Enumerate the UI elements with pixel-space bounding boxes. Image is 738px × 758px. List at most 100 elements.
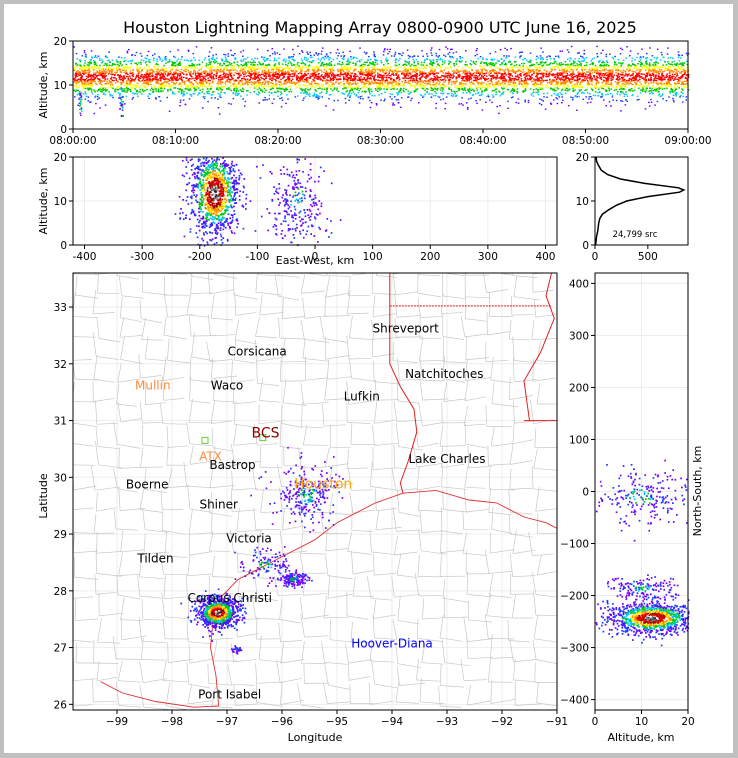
source-point [613, 74, 616, 76]
source-point [81, 72, 84, 74]
source-point [274, 81, 277, 83]
source-point [588, 77, 590, 79]
source-point [674, 83, 676, 85]
source-point [502, 69, 504, 71]
source-point [407, 54, 410, 57]
source-point [155, 90, 157, 92]
source-point [686, 79, 689, 81]
source-point [576, 86, 578, 88]
source-point [495, 93, 497, 96]
source-point [98, 78, 101, 80]
source-point [535, 88, 537, 90]
source-point [637, 73, 640, 75]
source-point [501, 63, 503, 65]
source-point [591, 70, 593, 72]
source-point [461, 97, 463, 99]
source-point [181, 84, 183, 87]
source-point [88, 62, 91, 64]
source-point [343, 58, 345, 61]
source-point [646, 56, 648, 59]
source-point [630, 78, 633, 80]
source-point [160, 71, 162, 74]
source-point [359, 68, 362, 70]
source-point [292, 56, 294, 58]
source-point [458, 73, 461, 76]
source-point [574, 83, 576, 86]
source-point [435, 92, 437, 95]
source-point [524, 68, 527, 70]
source-point [445, 46, 447, 48]
source-point [425, 87, 428, 90]
source-point [151, 79, 154, 81]
source-point [547, 73, 550, 75]
source-point [404, 79, 407, 82]
source-point [193, 85, 195, 87]
source-point [353, 69, 356, 72]
source-point [671, 73, 674, 76]
source-point [533, 65, 536, 68]
source-point [409, 84, 412, 86]
source-point [525, 82, 528, 85]
source-point [620, 70, 622, 72]
source-point [185, 87, 187, 89]
source-point [653, 71, 655, 73]
source-point [140, 84, 143, 87]
source-point [241, 78, 243, 80]
source-point [658, 67, 660, 69]
source-point [641, 48, 643, 50]
source-point [305, 93, 308, 95]
source-point [607, 66, 609, 68]
source-point [91, 85, 93, 87]
source-point [545, 79, 547, 82]
source-point [346, 74, 349, 77]
source-point [207, 77, 209, 79]
source-point [232, 92, 234, 94]
source-point [167, 61, 169, 63]
source-point [620, 73, 622, 76]
source-point [271, 69, 273, 71]
source-point [297, 84, 300, 86]
source-point [390, 75, 392, 77]
source-point [542, 100, 544, 102]
source-point [503, 77, 505, 79]
source-point [159, 84, 161, 86]
source-point [91, 57, 93, 59]
source-point [212, 91, 215, 93]
source-point [655, 65, 657, 67]
source-point [413, 80, 416, 83]
source-point [301, 51, 304, 53]
source-point [134, 62, 137, 64]
source-point [272, 71, 275, 73]
source-point [478, 84, 481, 86]
source-point [323, 71, 325, 74]
source-point [540, 76, 543, 78]
source-point [299, 88, 302, 90]
source-point [398, 80, 400, 82]
source-point [132, 73, 135, 75]
source-point [564, 64, 567, 66]
source-point [86, 87, 89, 89]
source-point [679, 94, 682, 97]
source-point [481, 71, 483, 73]
source-point [467, 98, 470, 100]
source-point [483, 87, 485, 89]
source-point [315, 90, 317, 92]
source-point [343, 67, 346, 69]
source-point [593, 69, 596, 71]
source-point [572, 60, 575, 62]
source-point [111, 69, 114, 71]
source-point [95, 75, 98, 77]
source-point [608, 87, 610, 89]
source-point [159, 83, 162, 86]
source-point [83, 93, 85, 95]
source-point [221, 59, 224, 62]
source-point [255, 77, 257, 80]
source-point [627, 64, 630, 67]
source-point [177, 64, 180, 66]
source-point [596, 55, 599, 58]
source-point [76, 94, 79, 96]
source-point [274, 78, 277, 81]
source-point [147, 50, 150, 53]
source-point [100, 81, 102, 84]
source-point [602, 69, 604, 71]
